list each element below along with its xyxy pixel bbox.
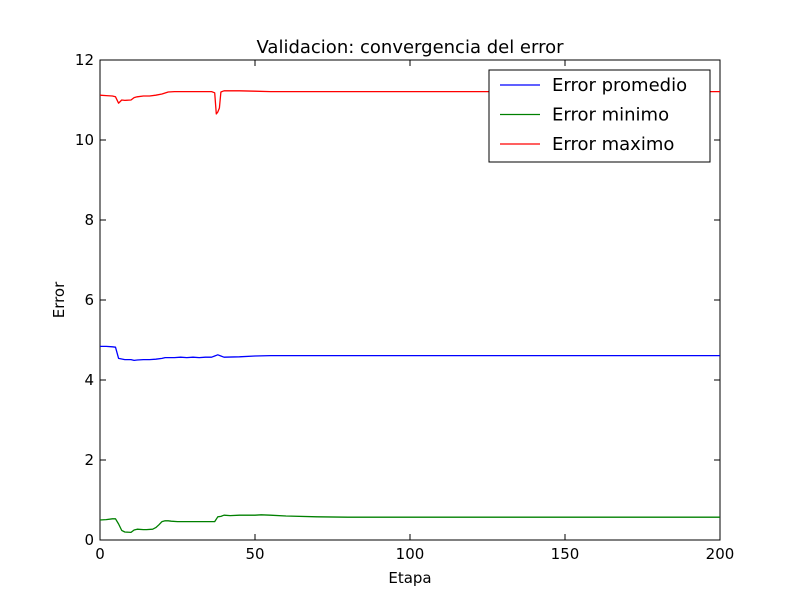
y-tick-label: 2 bbox=[84, 451, 94, 469]
x-tick-label: 200 bbox=[706, 545, 735, 563]
y-tick-label: 6 bbox=[84, 291, 94, 309]
legend-label-error-maximo: Error maximo bbox=[552, 134, 674, 155]
series-line-error-promedio bbox=[100, 345, 720, 362]
y-tick-label: 4 bbox=[84, 371, 94, 389]
x-tick-label: 150 bbox=[551, 545, 580, 563]
x-axis-label: Etapa bbox=[388, 569, 431, 587]
series-line-error-maximo bbox=[99, 90, 720, 115]
y-tick-label: 12 bbox=[75, 51, 94, 69]
series-line-error-minimo bbox=[99, 514, 720, 534]
y-axis-label: Error bbox=[50, 281, 68, 318]
x-tick-label: 0 bbox=[95, 545, 105, 563]
legend: Error promedio Error minimo Error maximo bbox=[488, 69, 711, 163]
x-tick-label: 100 bbox=[396, 545, 425, 563]
y-axis: 0 2 4 6 8 10 12 bbox=[75, 51, 720, 549]
legend-items: Error promedio Error minimo Error maximo bbox=[500, 75, 687, 155]
series-group bbox=[99, 90, 720, 534]
legend-label-error-promedio: Error promedio bbox=[552, 75, 687, 96]
y-tick-label: 0 bbox=[84, 531, 94, 549]
y-tick-label: 10 bbox=[75, 131, 94, 149]
x-tick-label: 50 bbox=[245, 545, 264, 563]
y-tick-label: 8 bbox=[84, 211, 94, 229]
chart-title: Validacion: convergencia del error bbox=[257, 37, 565, 58]
x-axis: 0 50 100 150 200 bbox=[95, 60, 734, 563]
legend-label-error-minimo: Error minimo bbox=[552, 105, 669, 126]
